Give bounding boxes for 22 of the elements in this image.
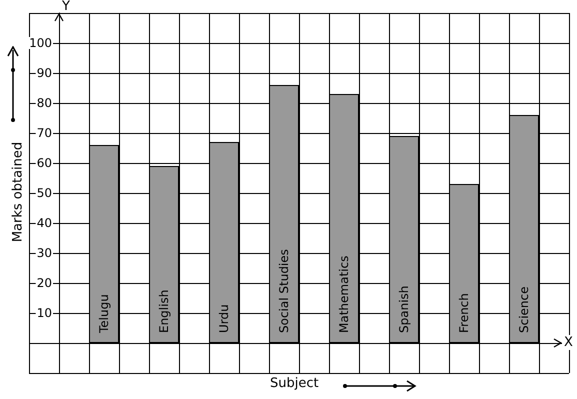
x-tick-label: Social Studies — [277, 249, 291, 333]
annotation: Y — [61, 0, 70, 14]
x-tick-label: Science — [517, 286, 531, 333]
y-tick-label: 40 — [36, 216, 52, 230]
y-tick-label: 80 — [36, 96, 52, 110]
x-tick-label: Telugu — [97, 294, 111, 334]
x-axis-title: Subject — [270, 376, 319, 391]
y-axis-title: Marks obtained — [10, 142, 26, 242]
x-tick-label: Urdu — [217, 304, 231, 333]
x-tick-label: French — [457, 293, 471, 333]
y-tick-label: 30 — [36, 246, 52, 260]
x-tick-label: English — [157, 290, 171, 333]
y-tick-label: 70 — [36, 126, 52, 140]
y-tick-label: 90 — [36, 66, 52, 80]
y-tick-label: 10 — [36, 306, 52, 320]
y-tick-label: 100 — [29, 36, 52, 50]
x-tick-label: Spanish — [397, 286, 411, 333]
y-tick-label: 60 — [36, 156, 52, 170]
x-tick-label: Mathematics — [337, 256, 351, 333]
annotation: X — [564, 335, 573, 350]
y-tick-label: 20 — [36, 276, 52, 290]
y-tick-label: 50 — [36, 186, 52, 200]
